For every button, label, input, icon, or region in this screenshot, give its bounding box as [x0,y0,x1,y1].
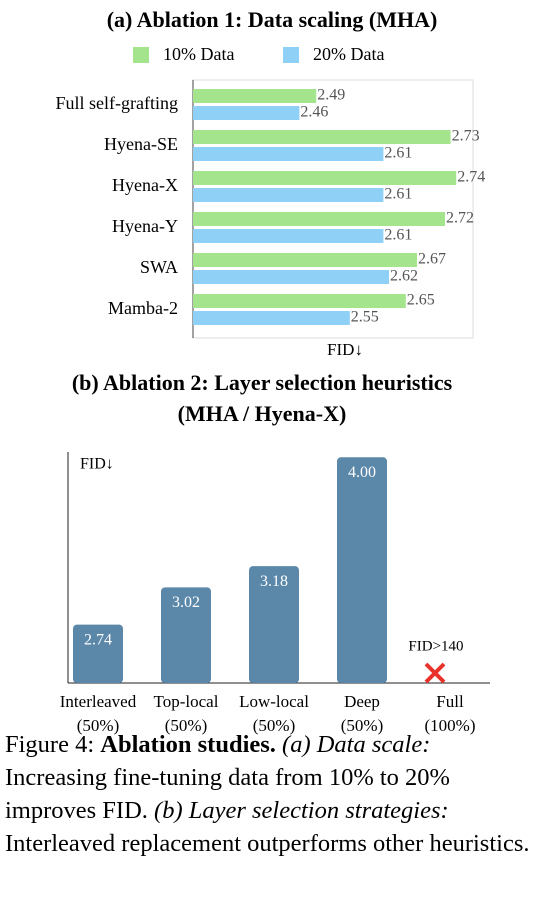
bar [249,566,299,683]
value-label: 3.02 [172,594,200,611]
y-tick-label: Hyena-SE [104,134,178,154]
x-tick-label: (50%) [253,716,295,735]
bar [161,587,211,683]
chart-title: (a) Ablation 1: Data scaling (MHA) [107,7,438,32]
x-tick-label: (100%) [425,716,476,735]
bar [193,106,300,120]
y-tick-label: SWA [140,257,178,277]
value-label: 2.61 [384,186,412,203]
x-tick-label: Interleaved [60,692,137,711]
bar [193,212,445,226]
annotation: FID>140 [408,638,463,654]
figure: (a) Ablation 1: Data scaling (MHA) 10% Da… [56,7,490,735]
x-tick-label: Deep [344,692,380,711]
value-label: 2.72 [446,210,474,227]
x-tick-label: Low-local [239,692,309,711]
value-label: 3.18 [260,573,288,590]
caption-bold: Ablation studies. [100,731,276,758]
x-tick-label: Top-local [154,692,219,711]
bar [193,171,457,185]
y-tick-label: Full self-grafting [56,93,178,113]
cross-icon [424,662,446,684]
x-tick-label: (50%) [77,716,119,735]
value-label: 2.62 [390,268,418,285]
x-tick-label: (50%) [165,716,207,735]
value-label: 2.73 [452,128,480,145]
y-tick-label: Mamba-2 [108,298,178,318]
legend-swatch [283,47,299,63]
legend-label: 20% Data [313,44,384,64]
bar [193,188,384,202]
chart-title: (b) Ablation 2: Layer selection heuristi… [72,370,453,395]
chart-title: (MHA / Hyena-X) [178,401,347,426]
x-axis-label: FID↓ [327,340,363,359]
value-label: 2.55 [351,309,379,326]
legend-label: 10% Data [163,44,234,64]
legend-swatch [133,47,149,63]
bar [337,457,387,683]
y-tick-label: Hyena-Y [112,216,178,236]
bar [73,624,123,683]
caption: Figure 4: Ablation studies. (a) Data sca… [5,728,537,860]
caption-italic: (b) Layer selection strategies: [154,797,449,824]
bar [193,270,389,284]
value-label: 2.74 [84,631,112,648]
caption-italic: (a) Data scale: [282,731,431,758]
caption-normal: Increasing fine-tuning data from 10% to … [5,764,450,824]
value-label: 2.65 [407,292,435,309]
value-label: 2.49 [317,87,345,104]
caption-normal: Interleaved replacement outperforms othe… [5,830,530,857]
bar [193,147,384,161]
bar [193,253,417,267]
bar [193,130,451,144]
x-tick-label: (50%) [341,716,383,735]
y-axis-label: FID↓ [80,456,114,473]
bar [193,311,350,325]
y-tick-label: Hyena-X [112,175,178,195]
bar [193,294,406,308]
value-label: 2.67 [418,251,446,268]
value-label: 2.46 [300,104,328,121]
value-label: 4.00 [348,464,376,481]
caption-normal: Figure 4: [5,731,101,758]
value-label: 2.61 [384,145,412,162]
bar [193,229,384,243]
bar [193,89,317,103]
x-tick-label: Full [436,692,464,711]
value-label: 2.61 [384,227,412,244]
value-label: 2.74 [457,169,485,186]
